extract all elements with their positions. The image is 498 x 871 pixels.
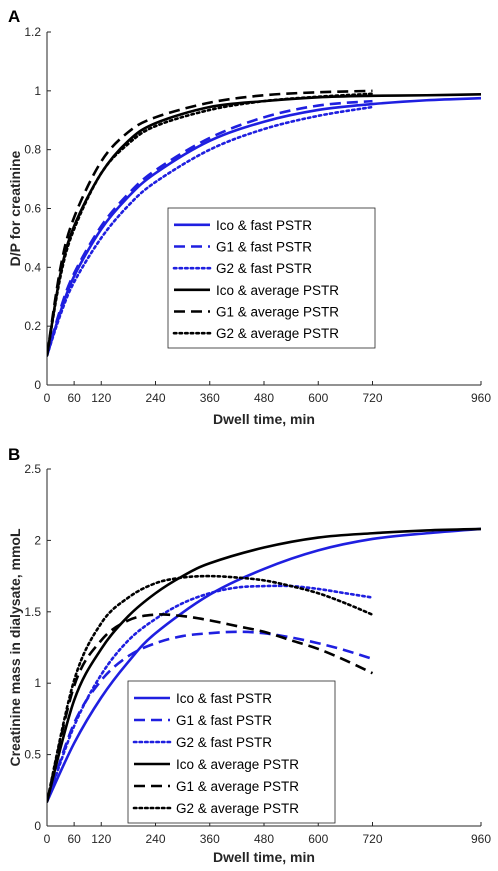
- x-tick-label: 480: [254, 832, 274, 846]
- legend-entry: G2 & average PSTR: [216, 326, 339, 341]
- x-tick-label: 360: [200, 391, 220, 405]
- chart-panel-a: 0 60 120 240 360 480 600 720 960 0 0.2 0.4 0.6 0.8 1 1.…: [7, 7, 491, 427]
- y-tick-label: 2.5: [24, 462, 41, 476]
- series-line-3: [47, 105, 374, 357]
- y-tick-label: 0.5: [24, 748, 41, 762]
- x-tick-label: 600: [308, 832, 328, 846]
- y-axis-label: D/P for creatinine: [7, 150, 23, 266]
- x-tick-label: 720: [362, 832, 382, 846]
- x-tick-label: 0: [44, 391, 51, 405]
- legend-entry: Ico & fast PSTR: [216, 218, 312, 233]
- y-tick-label: 0.6: [24, 202, 41, 216]
- y-tick-label: 1.2: [24, 25, 41, 39]
- y-tick-label: 1.5: [24, 605, 41, 619]
- legend-entry: G2 & average PSTR: [176, 801, 299, 816]
- legend-entry: G1 & average PSTR: [216, 305, 339, 320]
- y-tick-label: 0: [34, 378, 41, 392]
- y-tick-label: 0.8: [24, 143, 41, 157]
- x-tick-label: 0: [44, 832, 51, 846]
- y-tick-label: 0.4: [24, 260, 41, 274]
- series-line-6: [47, 92, 374, 357]
- x-tick-label: 240: [145, 832, 165, 846]
- series-line-5: [47, 613, 374, 803]
- series-line-3: [47, 584, 374, 804]
- y-tick-label: 0.2: [24, 319, 41, 333]
- legend-entry: G1 & fast PSTR: [216, 240, 312, 255]
- x-tick-label: 240: [145, 391, 165, 405]
- legend-box: [127, 680, 336, 824]
- legend-entry: G1 & average PSTR: [176, 779, 299, 794]
- legend-entry: Ico & average PSTR: [176, 757, 299, 772]
- y-tick-label: 2: [34, 533, 41, 547]
- y-tick-label: 0: [34, 819, 41, 833]
- y-axis-label: Creatinine mass in dialysate, mmoL: [7, 528, 23, 767]
- series-line-1: [47, 96, 481, 356]
- legend-entry: G2 & fast PSTR: [216, 261, 312, 276]
- y-tick-label: 1: [34, 676, 41, 690]
- series-line-5: [47, 89, 373, 356]
- chart-panel-b: 0 60 120 240 360 480 600 720 960 0 0.5 1 1.5 2 2.5 Dwel…: [7, 445, 491, 865]
- panel-label: A: [8, 7, 20, 26]
- legend-box: [167, 207, 376, 349]
- x-tick-label: 360: [200, 832, 220, 846]
- x-tick-label: 600: [308, 391, 328, 405]
- panel-label: B: [8, 445, 20, 464]
- x-axis-label: Dwell time, min: [213, 411, 315, 427]
- series-line-4: [47, 527, 481, 803]
- series-line-6: [47, 574, 374, 804]
- x-tick-label: 60: [67, 832, 81, 846]
- legend-entry: Ico & average PSTR: [216, 283, 339, 298]
- x-tick-label: 960: [471, 391, 491, 405]
- series-line-2: [47, 630, 373, 803]
- x-tick-label: 480: [254, 391, 274, 405]
- x-tick-label: 120: [91, 832, 111, 846]
- legend-entry: Ico & fast PSTR: [176, 691, 272, 706]
- x-tick-label: 960: [471, 832, 491, 846]
- y-tick-label: 1: [34, 84, 41, 98]
- x-tick-label: 720: [362, 391, 382, 405]
- legend-entry: G1 & fast PSTR: [176, 713, 272, 728]
- x-axis-label: Dwell time, min: [213, 849, 315, 865]
- series-line-1: [47, 527, 481, 803]
- x-tick-label: 120: [91, 391, 111, 405]
- legend-entry: G2 & fast PSTR: [176, 735, 272, 750]
- x-tick-label: 60: [67, 391, 81, 405]
